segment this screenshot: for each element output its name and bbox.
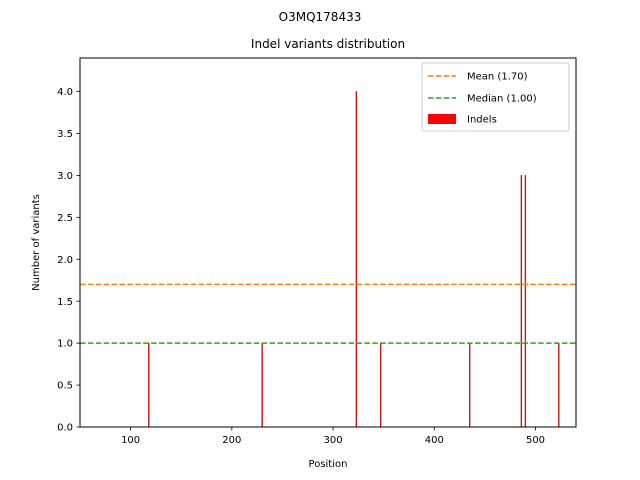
legend-swatch [428,114,456,124]
y-tick-label: 3.5 [57,129,73,140]
bar [469,342,471,428]
y-tick-label: 4.0 [57,87,73,98]
y-tick-label: 2.5 [57,213,73,224]
bar [379,342,382,428]
x-axis-label: Position [309,459,348,470]
legend: Mean (1.70) Median (1.00) Indels [421,62,570,132]
chart-title: Indel variants distribution [251,37,405,51]
legend-label: Mean (1.70) [467,72,528,83]
x-axis: 100 200 300 400 500 [121,427,545,446]
bar [355,91,358,428]
legend-label: Indels [467,115,497,126]
y-axis: 0.0 0.5 1.0 1.5 2.0 2.5 3.0 3.5 4.0 [57,87,80,434]
bar [558,342,560,428]
legend-box [421,62,570,132]
y-axis-label: Number of variants [31,194,42,291]
x-tick-label: 100 [121,435,140,446]
y-tick-label: 1.5 [57,297,73,308]
plot-frame [79,57,577,428]
bar [261,342,263,428]
bar [520,175,523,428]
x-tick-label: 300 [324,435,343,446]
y-tick-label: 3.0 [57,171,73,182]
y-tick-label: 0.5 [57,381,73,392]
x-tick-label: 200 [222,435,241,446]
y-tick-label: 0.0 [57,423,73,434]
reference-lines-layer [80,283,576,344]
bar [524,175,527,428]
y-tick-label: 1.0 [57,339,73,350]
bar [148,342,150,428]
bars-layer [148,91,560,428]
x-tick-label: 500 [526,435,545,446]
legend-label: Median (1.00) [467,94,537,105]
y-tick-label: 2.0 [57,255,73,266]
x-tick-label: 400 [425,435,444,446]
chart-suptitle: O3MQ178433 [279,10,362,24]
